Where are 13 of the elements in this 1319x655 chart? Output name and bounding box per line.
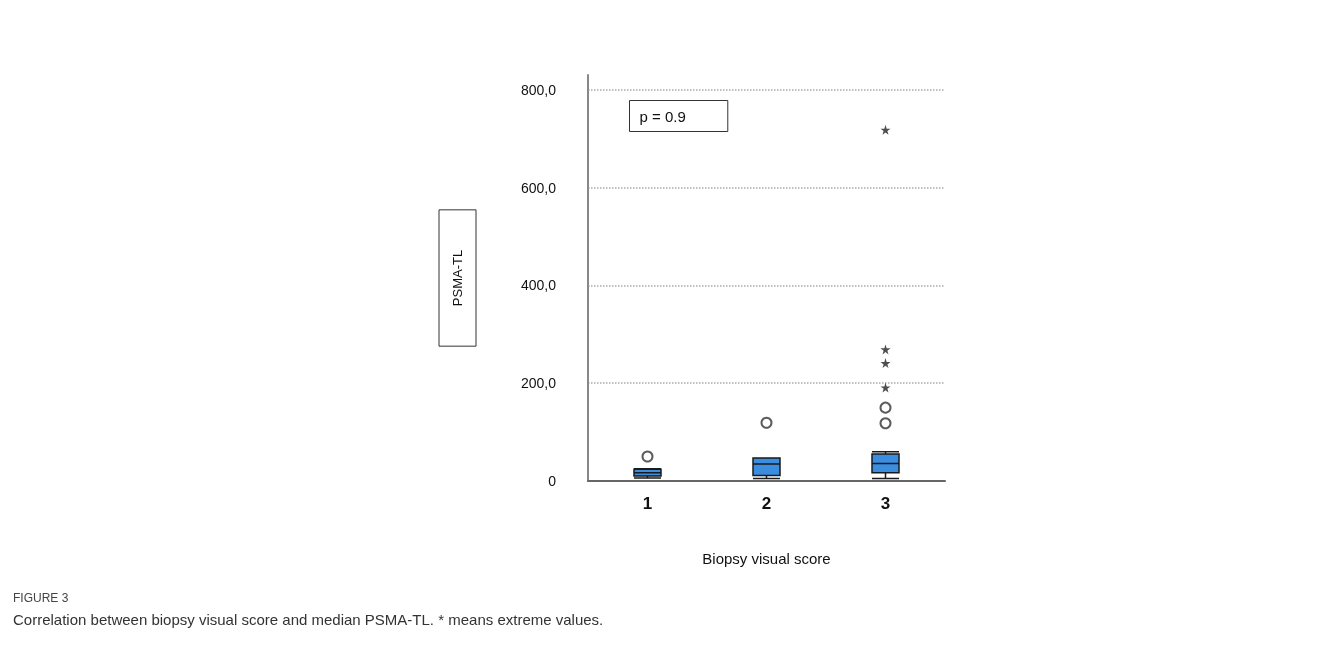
y-axis-title: PSMA-TL [450,249,465,307]
x-tick-label: 1 [642,494,653,513]
caption: FIGURE 3 [13,591,69,605]
y-tick-label: 0 [548,473,557,489]
text: Correlation between biopsy visual score and median PSMA-TL. * means extreme values. [13,611,604,628]
x-tick-label: 3 [880,494,891,513]
y-tick-label: 600,0 [520,179,557,196]
annotation: p = 0.9 [639,107,686,125]
x-axis-title: Biopsy visual score [702,550,831,567]
x-tick-label: 2 [761,494,772,513]
y-tick-label: 400,0 [520,277,557,294]
y-tick-label: 200,0 [520,375,557,392]
y-tick-label: 800,0 [520,81,557,98]
